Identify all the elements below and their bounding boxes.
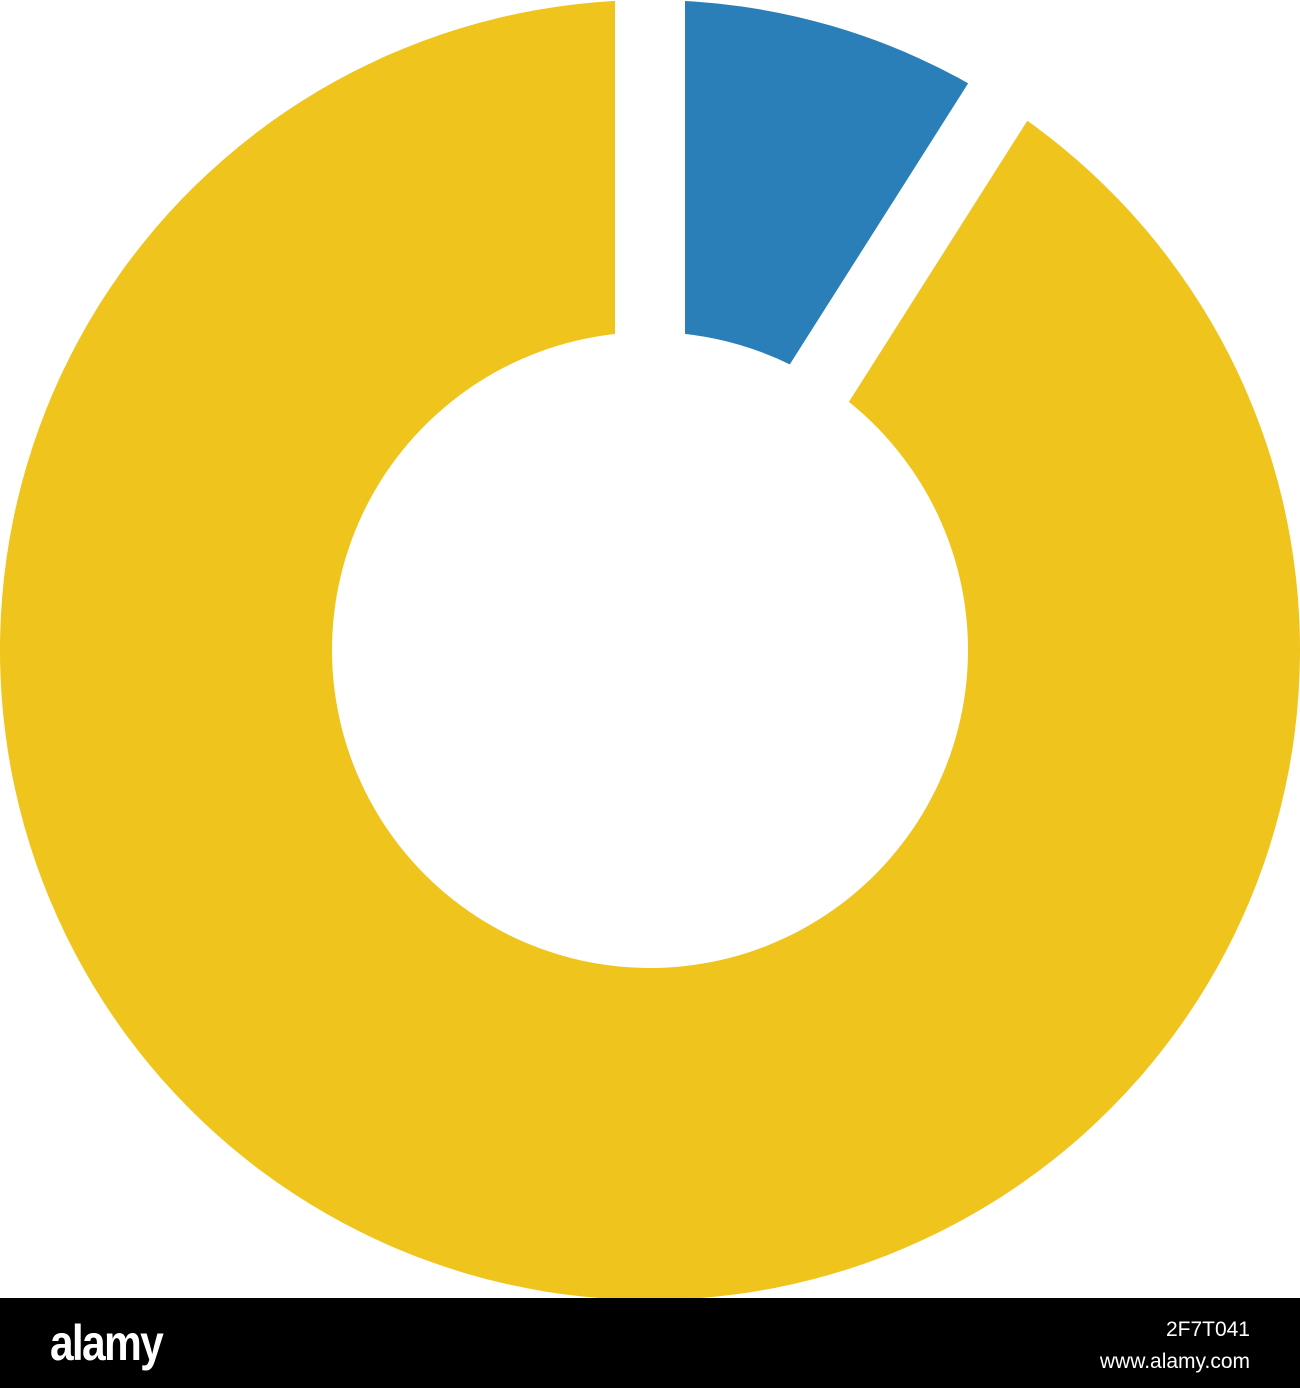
footer-bar: alamy 2F7T041 www.alamy.com [0,1298,1300,1388]
donut-slice-1 [650,0,999,382]
donut-chart [0,0,1300,1298]
footer-url: www.alamy.com [1099,1350,1250,1373]
slice-gap-2 [780,65,1039,418]
image-id: 2F7T041 [1165,1318,1250,1341]
donut-slice-2 [0,0,1300,1298]
alamy-logo: alamy [50,1315,164,1371]
